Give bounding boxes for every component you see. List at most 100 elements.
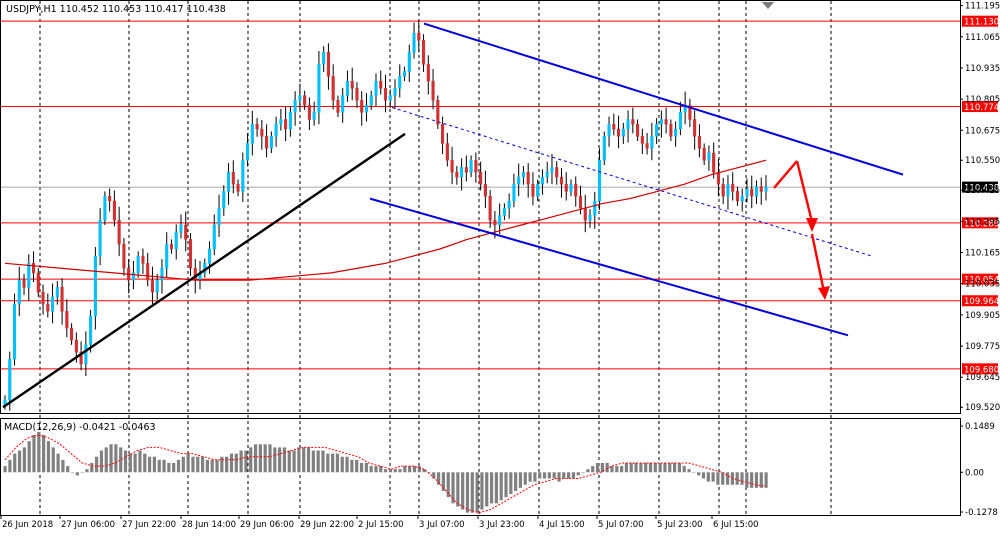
horizontal-levels: 111.130 110.774 110.289 110.054 109.964 109.6… — [1, 15, 999, 375]
macd-bar — [297, 447, 301, 473]
level-label: 110.289 — [964, 219, 999, 229]
candle-body — [93, 255, 97, 317]
macd-tick-label: 0.1489 — [965, 422, 995, 432]
macd-bar — [85, 469, 89, 473]
candle-body — [488, 195, 492, 221]
macd-bar — [234, 453, 238, 473]
candle-body — [55, 287, 59, 298]
candle-body — [507, 200, 511, 209]
price-tick-label: 110.805 — [965, 95, 1000, 105]
macd-bar — [600, 462, 604, 473]
macd-bar — [610, 466, 614, 473]
candle-body — [555, 167, 559, 178]
candle-body — [612, 124, 616, 130]
candle-body — [303, 95, 307, 106]
candle-body — [445, 143, 449, 161]
macd-bar — [591, 466, 595, 473]
candle-body — [631, 119, 635, 125]
candle-body — [65, 311, 69, 329]
macd-bar — [687, 469, 691, 473]
candle-body — [455, 171, 459, 178]
macd-bar — [8, 459, 12, 473]
macd-bar — [562, 472, 566, 479]
macd-bar — [615, 466, 619, 473]
macd-bar — [725, 472, 730, 485]
macd-bar — [489, 472, 494, 504]
candle-body — [735, 191, 740, 202]
macd-bar — [200, 456, 205, 473]
macd-bar — [369, 466, 373, 473]
macd-bar — [412, 466, 417, 473]
macd-bar — [485, 472, 489, 507]
candle-body — [112, 200, 116, 221]
level-label-bg — [962, 295, 998, 307]
candle-body — [626, 119, 630, 130]
macd-bar — [123, 450, 128, 473]
macd-bar — [470, 472, 474, 513]
macd-bar — [13, 453, 17, 473]
price-tick-label: 110.425 — [965, 186, 1000, 196]
macd-bar — [70, 472, 75, 473]
macd-bar — [624, 462, 629, 473]
candle-body — [597, 159, 602, 202]
chart-shift-icon[interactable] — [762, 2, 774, 9]
macd-bar — [552, 472, 556, 479]
candle-body — [150, 279, 154, 293]
candle-body — [602, 136, 606, 161]
candle-body — [169, 243, 174, 250]
level-label: 110.774 — [964, 103, 999, 113]
macd-bar — [152, 456, 157, 473]
candle-body — [279, 119, 283, 125]
time-tick-label: 3 Jul 23:00 — [479, 520, 525, 530]
candle-body — [174, 231, 178, 250]
macd-bar — [620, 466, 624, 473]
macd-bar — [547, 472, 551, 479]
macd-tick-label: 0.00 — [965, 468, 984, 478]
forecast-arrow-head — [806, 218, 818, 232]
candle-body — [293, 100, 297, 113]
macd-bar — [42, 434, 46, 473]
macd-bar — [273, 447, 277, 473]
candle-body — [188, 239, 193, 269]
macd-bar — [595, 462, 600, 473]
macd-bar — [80, 472, 84, 473]
macd-bar — [499, 472, 503, 501]
candle-body — [374, 80, 378, 96]
candle-body — [398, 76, 402, 89]
candle-body — [46, 303, 50, 312]
macd-bar — [326, 453, 330, 473]
macd-tick-label: -0.1278 — [965, 508, 998, 518]
candle-body — [540, 176, 545, 185]
candle-body — [74, 339, 78, 353]
candle-body — [474, 159, 478, 173]
macd-bar — [61, 459, 65, 473]
candle-body — [536, 183, 540, 197]
macd-bar — [721, 472, 725, 485]
candle-body — [160, 267, 164, 281]
macd-bar — [268, 444, 272, 473]
macd-bar — [167, 462, 171, 473]
candle-body — [759, 186, 763, 192]
macd-bar — [51, 447, 55, 473]
candle-body — [241, 159, 245, 192]
candle-body — [664, 119, 668, 125]
level-label: 111.130 — [964, 18, 999, 28]
time-tick-label: 29 Jun 06:00 — [240, 520, 294, 530]
macd-bar — [239, 450, 243, 473]
candle-body — [17, 279, 21, 305]
candle-body — [436, 100, 440, 125]
candle-body — [255, 124, 259, 130]
price-tick-label: 109.775 — [965, 342, 1000, 352]
candle-body — [141, 255, 145, 264]
macd-bar — [586, 469, 590, 473]
macd-bar — [157, 459, 161, 473]
candle-body — [407, 52, 411, 72]
candle-body — [707, 152, 711, 161]
level-label-bg — [962, 273, 998, 285]
macd-bar — [740, 472, 744, 485]
macd-bar — [388, 469, 393, 473]
macd-bar — [278, 447, 282, 473]
macd-bar — [331, 453, 335, 473]
candle-body — [422, 40, 426, 65]
